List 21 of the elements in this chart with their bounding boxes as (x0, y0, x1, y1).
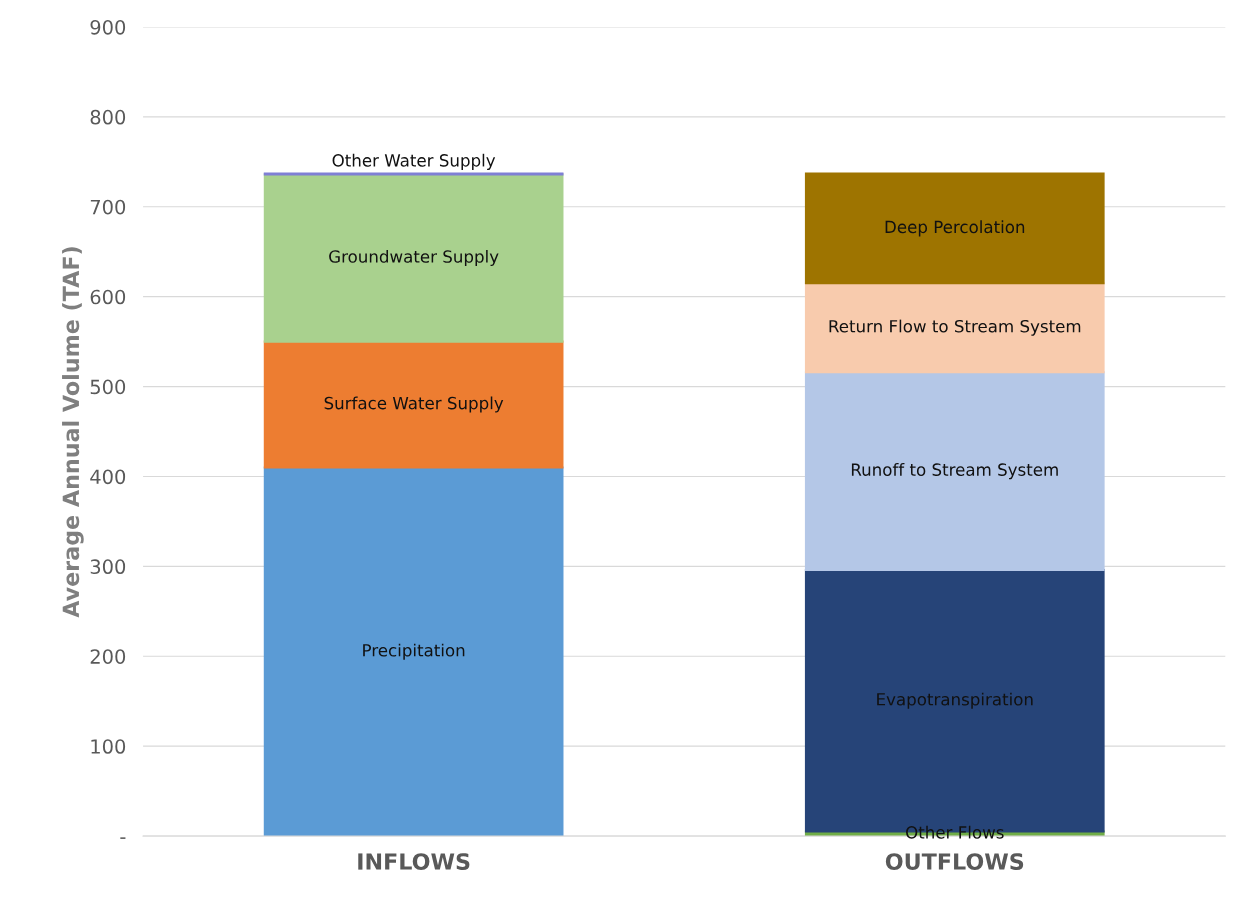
series-label: Return Flow to Stream System (829, 319, 1081, 336)
y-tick-label: - (120, 837, 126, 839)
series-label: Evapotranspiration (877, 692, 1033, 709)
y-tick-label: 300 (90, 559, 126, 575)
x-tick-label: OUTFLOWS (885, 853, 1024, 870)
y-tick-label: 500 (90, 379, 126, 395)
series-label: Deep Percolation (885, 220, 1025, 237)
x-tick-label: INFLOWS (358, 853, 470, 870)
y-tick-label: 900 (90, 19, 126, 35)
y-tick-label: 600 (90, 289, 126, 305)
series-label: Groundwater Supply (329, 249, 499, 267)
y-tick-label: 100 (91, 739, 126, 754)
series-label: Precipitation (363, 643, 465, 660)
y-tick-label: 800 (90, 109, 126, 125)
y-tick-label: 400 (90, 469, 126, 485)
y-axis-title: Average Annual Volume (TAF) (62, 247, 84, 618)
y-tick-label: 700 (90, 199, 126, 215)
series-label: Runoff to Stream System (851, 463, 1058, 480)
series-label: Other Water Supply (332, 153, 496, 170)
y-tick-label: 200 (90, 649, 126, 664)
series-label: Surface Water Supply (324, 396, 504, 413)
